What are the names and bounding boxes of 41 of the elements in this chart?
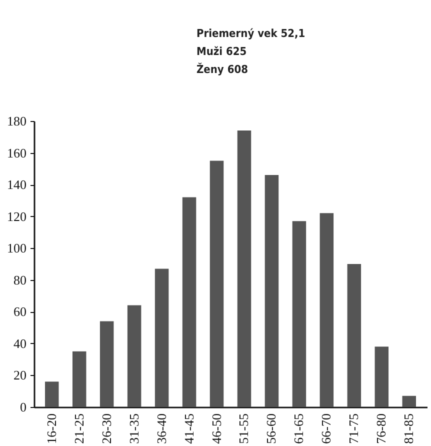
y-tick-label: 20 xyxy=(14,368,26,383)
text: Muži 625 xyxy=(196,45,247,58)
bar xyxy=(320,213,334,407)
y-tick-label: 100 xyxy=(7,240,26,256)
y-tick-label: 80 xyxy=(14,272,26,288)
bar xyxy=(100,321,114,407)
bar xyxy=(182,197,196,407)
x-tick-label: 66-70 xyxy=(318,414,334,444)
bar xyxy=(72,351,86,407)
text: Priemerný vek 52,1 xyxy=(196,27,306,40)
y-tick-label: 60 xyxy=(14,304,26,320)
y-tick-label: 160 xyxy=(7,145,26,160)
x-tick-label: 56-60 xyxy=(264,414,279,444)
bar xyxy=(402,396,416,407)
y-tick-label: 0 xyxy=(20,400,26,414)
x-tick-label: 16-20 xyxy=(44,414,59,444)
y-tick-label: 120 xyxy=(7,208,26,224)
bar xyxy=(237,130,252,407)
bar xyxy=(210,160,224,407)
bar xyxy=(292,221,306,407)
y-tick-label: 180 xyxy=(7,114,26,128)
bar xyxy=(264,175,279,407)
x-tick-label: 71-75 xyxy=(346,414,362,444)
bar xyxy=(374,346,389,407)
y-tick-label: 40 xyxy=(14,336,26,351)
x-tick-label: 41-45 xyxy=(181,414,196,444)
x-tick-label: 36-40 xyxy=(154,414,169,444)
y-tick-label: 140 xyxy=(7,177,26,192)
bar xyxy=(44,382,59,407)
x-tick-label: 26-30 xyxy=(98,414,114,444)
x-tick-label: 81-85 xyxy=(401,414,416,444)
x-tick-label: 51-55 xyxy=(236,414,252,444)
x-tick-label: 46-50 xyxy=(208,414,224,444)
x-tick-label: 76-80 xyxy=(374,414,389,444)
bar xyxy=(347,264,362,407)
bar xyxy=(127,305,142,407)
x-tick-label: 61-65 xyxy=(291,414,306,444)
text: Ženy 608 xyxy=(196,62,248,76)
bar xyxy=(154,268,169,407)
x-tick-label: 31-35 xyxy=(126,414,142,444)
x-tick-label: 21-25 xyxy=(71,414,86,444)
